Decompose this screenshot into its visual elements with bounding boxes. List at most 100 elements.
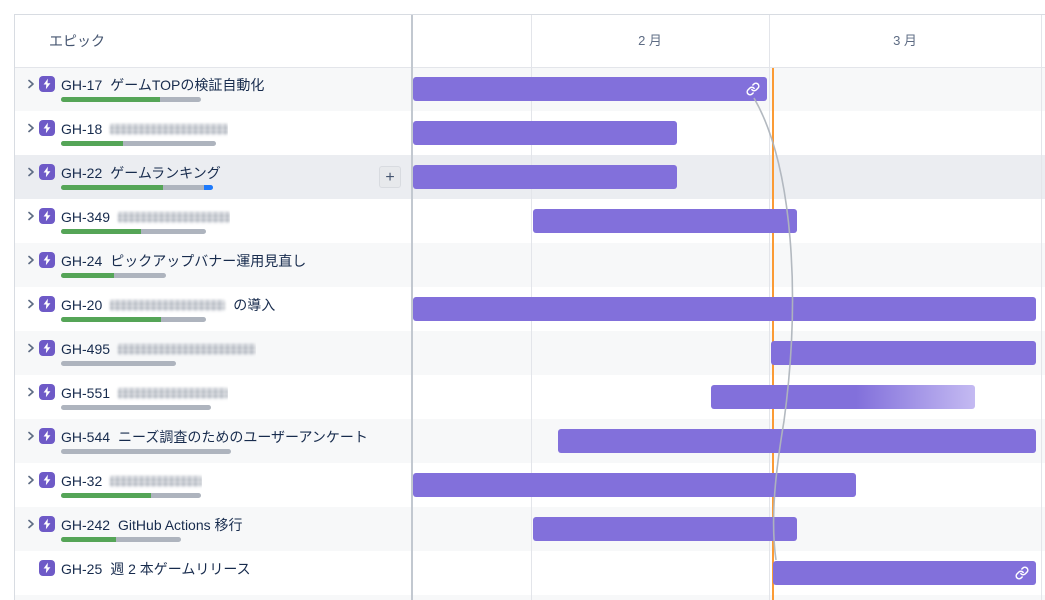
- epic-row-left-cell: GH-24 ピックアップバナー運用見直し: [15, 243, 413, 287]
- epic-type-icon: [39, 296, 55, 317]
- epic-key: GH-349: [61, 209, 111, 225]
- epic-type-icon: [39, 560, 55, 581]
- epic-key: GH-24: [61, 253, 103, 269]
- expand-chevron-icon[interactable]: [23, 384, 39, 405]
- epic-key: GH-20: [61, 297, 103, 313]
- progress-segment-done: [61, 537, 117, 542]
- epic-row-timeline-cell: [413, 375, 1045, 419]
- epic-row[interactable]: GH-349: [15, 199, 1045, 243]
- month-label-mar: 3 月: [893, 33, 917, 48]
- dependency-link-icon[interactable]: [746, 82, 760, 96]
- epic-title: GitHub Actions 移行: [118, 517, 243, 533]
- timeline-bar[interactable]: [413, 77, 767, 101]
- epic-progress-bar: [61, 185, 213, 190]
- epic-row-left-cell: GH-551: [15, 375, 413, 419]
- epic-row-left-cell: GH-544 ニーズ調査のためのユーザーアンケート: [15, 419, 413, 463]
- epic-title: ピックアップバナー運用見直し: [110, 253, 307, 269]
- timeline-bar[interactable]: [533, 209, 797, 233]
- epic-row[interactable]: GH-551: [15, 375, 1045, 419]
- epic-row[interactable]: GH-20 の導入: [15, 287, 1045, 331]
- epic-row[interactable]: GH-17 ゲームTOPの検証自動化: [15, 67, 1045, 111]
- timeline-bar[interactable]: [413, 165, 677, 189]
- epic-progress-bar: [61, 361, 176, 366]
- timeline-bar[interactable]: [773, 561, 1036, 585]
- epic-row-timeline-cell: [413, 67, 1045, 111]
- expand-chevron-icon[interactable]: [23, 164, 39, 185]
- epic-title: ニーズ調査のためのユーザーアンケート: [118, 429, 368, 445]
- expand-chevron-icon[interactable]: [23, 516, 39, 537]
- epic-type-icon: [39, 340, 55, 361]
- epic-row[interactable]: GH-24 ピックアップバナー運用見直し: [15, 243, 1045, 287]
- epic-row[interactable]: GH-25 週 2 本ゲームリリース: [15, 551, 1045, 595]
- redacted-epic-title: [110, 299, 226, 311]
- epic-row[interactable]: GH-242 GitHub Actions 移行: [15, 507, 1045, 551]
- epic-type-icon: [39, 252, 55, 273]
- epic-progress-bar: [61, 405, 211, 410]
- progress-segment-done: [61, 273, 114, 278]
- epic-row[interactable]: GH-544 ニーズ調査のためのユーザーアンケート: [15, 419, 1045, 463]
- epic-row-timeline-cell: [413, 419, 1045, 463]
- epic-type-icon: [39, 428, 55, 449]
- epic-label: GH-24 ピックアップバナー運用見直し: [61, 252, 306, 270]
- epic-label: GH-17 ゲームTOPの検証自動化: [61, 76, 264, 94]
- epic-row-left-cell: GH-32: [15, 463, 413, 507]
- epic-type-icon: [39, 120, 55, 141]
- epic-row-partial: [15, 595, 1045, 600]
- redacted-epic-title: [118, 343, 257, 355]
- timeline-bar[interactable]: [413, 297, 1036, 321]
- expand-chevron-icon[interactable]: [23, 76, 39, 97]
- epic-type-icon: [39, 472, 55, 493]
- epic-row[interactable]: GH-32: [15, 463, 1045, 507]
- epic-row-timeline-cell: [413, 463, 1045, 507]
- epic-label: GH-495: [61, 340, 257, 358]
- progress-segment-todo: [163, 185, 204, 190]
- dependency-link-icon[interactable]: [1015, 566, 1029, 580]
- redacted-epic-title: [118, 211, 231, 223]
- expand-chevron-icon[interactable]: [23, 208, 39, 229]
- expand-chevron-icon[interactable]: [23, 252, 39, 273]
- expand-chevron-icon[interactable]: [23, 120, 39, 141]
- epic-progress-bar: [61, 537, 181, 542]
- epic-progress-bar: [61, 493, 201, 498]
- epics-column-header: エピック: [49, 33, 105, 49]
- epic-title: ゲームランキング: [110, 165, 221, 181]
- epic-title: 週 2 本ゲームリリース: [110, 561, 251, 577]
- epic-label: GH-551: [61, 384, 229, 402]
- epic-row[interactable]: GH-495: [15, 331, 1045, 375]
- expand-chevron-icon[interactable]: [23, 472, 39, 493]
- epic-key: GH-32: [61, 473, 103, 489]
- epic-row[interactable]: GH-22 ゲームランキング +: [15, 155, 1045, 199]
- epic-key: GH-242: [61, 517, 111, 533]
- panel-resize-divider[interactable]: [411, 15, 413, 600]
- timeline-bar[interactable]: [771, 341, 1036, 365]
- timeline-bar[interactable]: [558, 429, 1036, 453]
- epic-key: GH-17: [61, 77, 103, 93]
- redacted-epic-title: [118, 387, 229, 399]
- expand-chevron-icon[interactable]: [23, 340, 39, 361]
- progress-segment-inprogress: [203, 185, 213, 190]
- epic-row-timeline-cell: [413, 287, 1045, 331]
- progress-segment-done: [61, 493, 151, 498]
- timeline-bar[interactable]: [711, 385, 975, 409]
- add-child-button[interactable]: +: [379, 166, 401, 188]
- epic-type-icon: [39, 516, 55, 537]
- epic-type-icon: [39, 384, 55, 405]
- epic-key: GH-551: [61, 385, 111, 401]
- epic-row-left-cell: GH-242 GitHub Actions 移行: [15, 507, 413, 551]
- epic-row-left-cell: GH-495: [15, 331, 413, 375]
- epic-label: GH-242 GitHub Actions 移行: [61, 516, 243, 534]
- expand-chevron-icon[interactable]: [23, 296, 39, 317]
- month-grid-line: [1041, 15, 1042, 600]
- epic-row-timeline-cell: [413, 243, 1045, 287]
- timeline-bar[interactable]: [413, 473, 856, 497]
- epic-label: GH-20 の導入: [61, 296, 275, 314]
- epic-row[interactable]: GH-18: [15, 111, 1045, 155]
- timeline-bar[interactable]: [413, 121, 677, 145]
- plan-table: エピック 2 月 3 月 GH-17 ゲームTOPの検証自動化 GH-18 GH-22…: [14, 14, 1045, 600]
- epic-label: GH-544 ニーズ調査のためのユーザーアンケート: [61, 428, 368, 446]
- epic-row-left-cell: GH-349: [15, 199, 413, 243]
- epic-title: ゲームTOPの検証自動化: [110, 77, 265, 93]
- timeline-bar[interactable]: [533, 517, 797, 541]
- expand-chevron-icon[interactable]: [23, 428, 39, 449]
